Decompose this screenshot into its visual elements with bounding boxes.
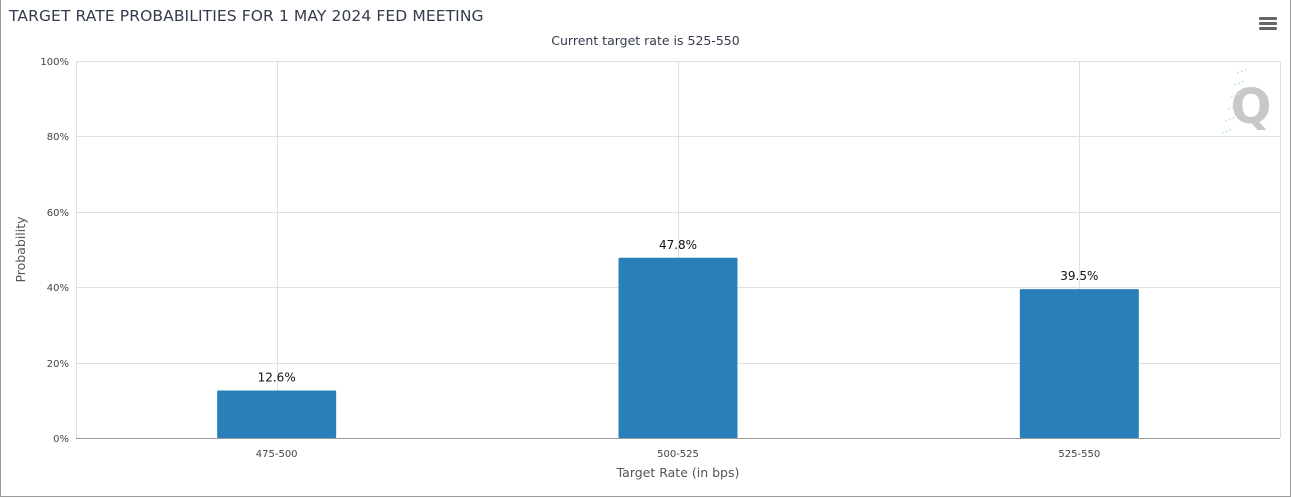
y-tick-label: 0% [53,434,69,445]
y-tick-label: 40% [47,283,69,294]
bar-data-label: 47.8% [659,238,697,252]
x-axis-title: Target Rate (in bps) [616,465,740,480]
chart-title: TARGET RATE PROBABILITIES FOR 1 MAY 2024… [9,7,484,25]
quikstrike-logo-icon: Q [1231,79,1272,135]
bar [1019,289,1139,438]
logo-stripe [1221,128,1233,134]
y-axis-title: Probability [13,216,28,283]
y-tick-label: 80% [47,132,69,143]
logo-stripe [1227,104,1239,110]
bar [217,390,337,438]
y-tick-label: 60% [47,208,69,219]
logo-stripe [1236,68,1248,74]
logo-stripe [1233,80,1245,86]
hamburger-menu-icon[interactable] [1259,17,1277,31]
x-tick-label: 475-500 [256,449,298,460]
y-tick-label: 20% [47,359,69,370]
bar-data-label: 12.6% [258,370,296,384]
logo-stripe [1224,116,1236,122]
logo-stripe [1230,92,1242,98]
x-tick-label: 500-525 [657,449,699,460]
bar-data-label: 39.5% [1060,269,1098,283]
chart-subtitle: Current target rate is 525-550 [551,33,740,48]
bar [618,257,738,438]
x-tick-label: 525-550 [1058,449,1100,460]
y-tick-label: 100% [40,57,69,68]
